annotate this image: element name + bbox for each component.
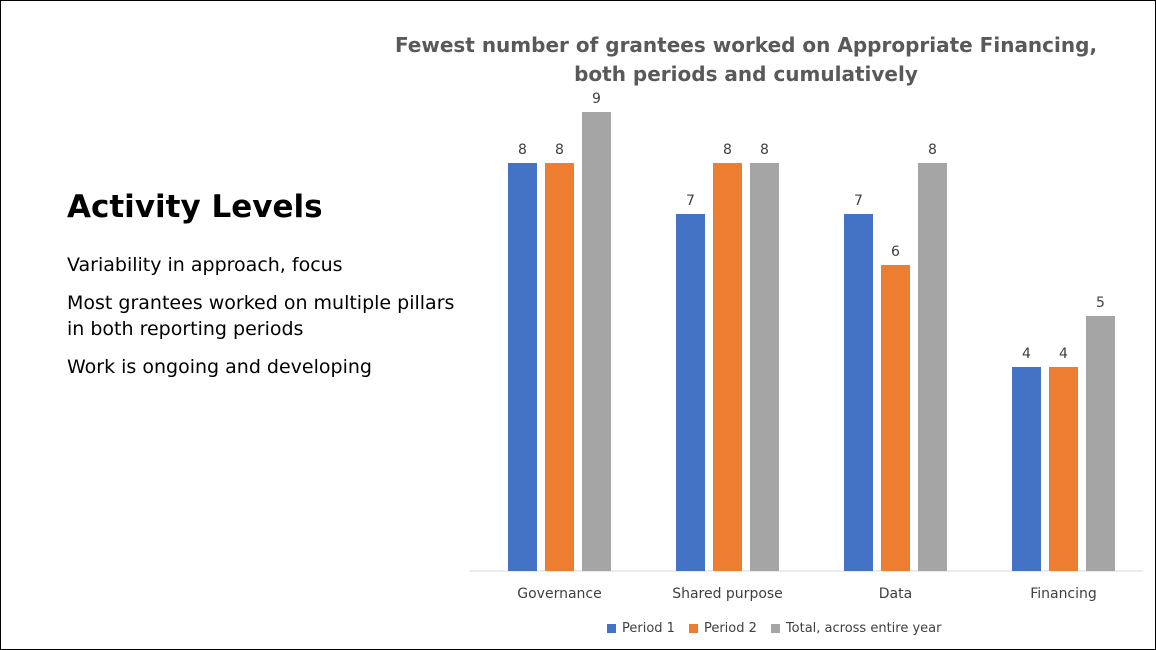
legend-label: Total, across entire year — [785, 621, 942, 636]
bar — [676, 214, 705, 571]
x-tick-label: Shared purpose — [672, 586, 783, 602]
data-label: 8 — [555, 142, 564, 158]
bar — [1049, 367, 1078, 571]
bar — [844, 214, 873, 571]
data-label: 4 — [1059, 346, 1068, 362]
chart-legend: Period 1 Period 2 Total, across entire y… — [607, 621, 955, 636]
legend-swatch — [607, 624, 616, 633]
bullet-item: Variability in approach, focus — [67, 254, 343, 277]
bar — [881, 265, 910, 571]
bar — [750, 163, 779, 571]
slide-heading: Activity Levels — [67, 189, 323, 225]
x-tick-label: Governance — [517, 586, 601, 602]
bar — [582, 112, 611, 571]
bullet-list: Variability in approach, focus Most gran… — [67, 252, 457, 380]
bar — [545, 163, 574, 571]
data-label: 8 — [760, 142, 769, 158]
legend-swatch — [688, 624, 698, 633]
chart-title: Fewest number of grantees worked on Appr… — [394, 33, 1098, 86]
legend-item: Period 2 — [688, 621, 757, 636]
x-tick-label: Data — [879, 586, 912, 602]
legend-item: Period 1 — [607, 621, 675, 636]
text-panel: Activity Levels Variability in approach,… — [67, 189, 457, 392]
bar — [918, 163, 947, 571]
data-label: 7 — [686, 193, 695, 209]
bar — [508, 163, 537, 571]
bar — [1086, 316, 1115, 571]
data-label: 8 — [723, 142, 732, 158]
data-label: 9 — [592, 91, 601, 107]
legend-item: Total, across entire year — [770, 621, 942, 636]
data-label: 8 — [518, 142, 527, 158]
data-label: 4 — [1022, 346, 1031, 362]
x-tick-label: Financing — [1030, 586, 1097, 602]
bullet-item: Most grantees worked on multiple pillars… — [67, 292, 455, 341]
legend-label: Period 1 — [622, 621, 675, 636]
legend-label: Period 2 — [703, 621, 757, 636]
data-label: 6 — [891, 244, 900, 260]
bar — [1012, 367, 1041, 571]
data-label: 5 — [1096, 295, 1105, 311]
legend-swatch — [770, 624, 780, 633]
bullet-item: Work is ongoing and developing — [67, 356, 372, 379]
data-label: 8 — [928, 142, 937, 158]
data-label: 7 — [854, 193, 863, 209]
bar — [713, 163, 742, 571]
